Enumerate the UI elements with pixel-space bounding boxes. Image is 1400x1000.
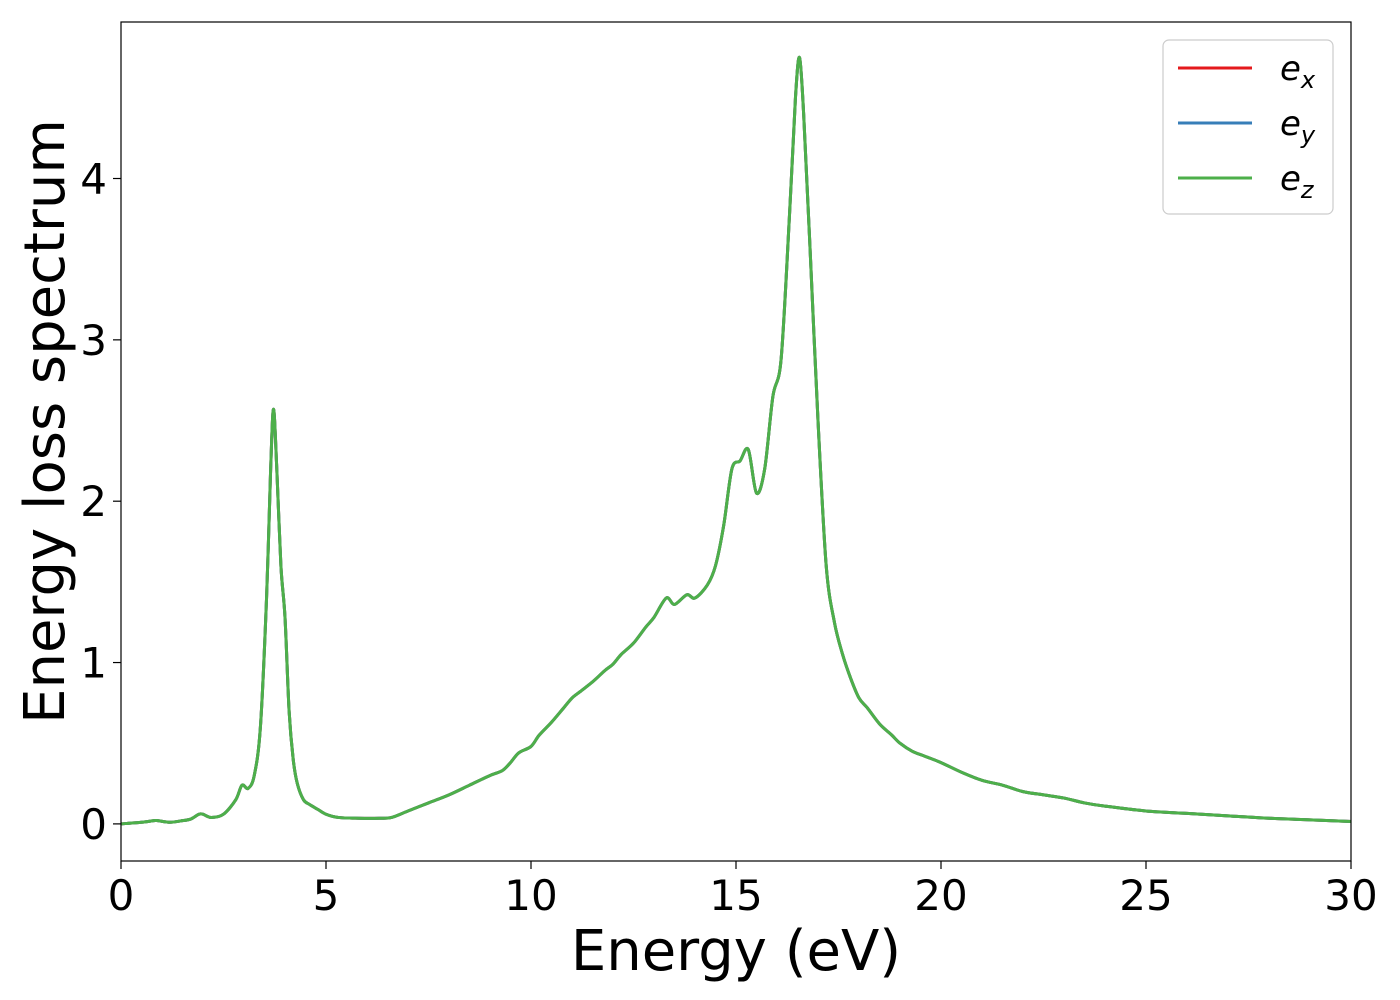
x-tick-label: 15: [709, 871, 762, 920]
legend-label-x: ex: [1280, 49, 1316, 94]
x-tick-label: 20: [914, 871, 967, 920]
y-tick-label: 0: [80, 800, 107, 849]
y-axis: 0 1 2 3 4: [80, 155, 121, 849]
x-tick-label: 5: [313, 871, 340, 920]
legend: ex ey ez: [1162, 39, 1334, 215]
x-tick-label: 0: [108, 871, 135, 920]
legend-label-y: ey: [1280, 104, 1316, 149]
y-tick-label: 1: [80, 639, 107, 688]
y-axis-title: Energy loss spectrum: [13, 119, 78, 724]
y-tick-label: 3: [80, 316, 107, 365]
x-axis: 0 5 10 15 20 25 30: [108, 861, 1378, 920]
x-tick-label: 30: [1324, 871, 1377, 920]
y-tick-label: 2: [80, 477, 107, 526]
legend-box: [1162, 39, 1334, 215]
legend-label-z: ez: [1280, 159, 1315, 204]
series-line-e-z: [120, 55, 1352, 826]
x-axis-title: Energy (eV): [571, 919, 901, 984]
plot-area: [120, 55, 1352, 826]
x-tick-label: 25: [1119, 871, 1172, 920]
x-tick-label: 10: [504, 871, 557, 920]
y-tick-label: 4: [80, 155, 107, 204]
